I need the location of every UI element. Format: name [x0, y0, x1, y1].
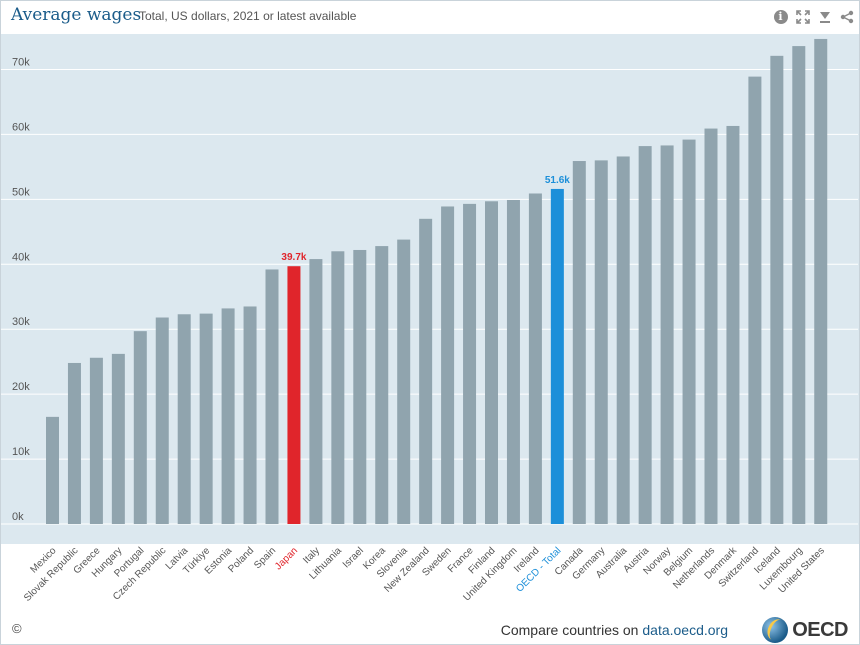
bar — [441, 206, 455, 524]
bar — [89, 357, 103, 524]
oecd-globe-icon — [762, 617, 789, 643]
x-tick-label: Spain — [252, 545, 278, 571]
bar — [309, 259, 323, 524]
oecd-logo[interactable]: OECD — [762, 617, 848, 643]
bar — [682, 139, 696, 524]
y-tick-label: 60k — [12, 121, 30, 133]
y-tick-label: 70k — [12, 56, 30, 68]
bar — [331, 251, 345, 524]
bar — [726, 125, 740, 524]
bar — [155, 317, 169, 524]
bar — [572, 161, 586, 525]
chart-title: Average wages — [11, 5, 142, 25]
chart-subtitle: Total, US dollars, 2021 or latest availa… — [139, 9, 357, 23]
bar — [287, 266, 301, 524]
bar — [528, 193, 542, 525]
bar — [419, 218, 433, 524]
bar — [177, 314, 191, 524]
bar — [485, 201, 498, 525]
bar — [199, 313, 213, 524]
bar — [111, 353, 125, 524]
data-oecd-link[interactable]: data.oecd.org — [642, 622, 728, 638]
compare-countries-text: Compare countries on data.oecd.org — [501, 622, 728, 638]
bar — [46, 416, 59, 524]
bar — [550, 188, 564, 524]
bar — [814, 38, 828, 524]
oecd-logo-text: OECD — [792, 618, 848, 641]
bar — [265, 269, 279, 524]
y-tick-label: 10k — [12, 446, 30, 458]
bar — [375, 246, 389, 524]
bar — [133, 331, 147, 524]
share-icon[interactable] — [839, 9, 854, 24]
bar — [243, 306, 257, 524]
y-tick-label: 40k — [12, 251, 30, 263]
compare-text: Compare countries on — [500, 622, 643, 638]
bar — [704, 128, 718, 524]
bar — [463, 203, 477, 524]
y-tick-label: 20k — [12, 381, 30, 393]
x-tick-label: Israel — [341, 545, 366, 570]
x-tick-label: Japan — [273, 545, 300, 572]
bar — [770, 55, 784, 525]
bar — [594, 160, 608, 524]
data-label: 51.6k — [545, 175, 570, 186]
toolbar: i — [773, 9, 854, 24]
bar — [353, 249, 367, 525]
bar — [638, 146, 652, 524]
copyright-icon[interactable]: © — [12, 621, 22, 636]
y-tick-label: 50k — [12, 186, 30, 198]
bar — [397, 239, 411, 525]
fullscreen-icon[interactable] — [795, 9, 810, 24]
data-label: 39.7k — [281, 252, 306, 263]
y-tick-label: 30k — [12, 316, 30, 328]
info-icon[interactable]: i — [773, 9, 788, 24]
bar — [660, 145, 674, 524]
download-icon[interactable] — [817, 9, 832, 24]
bar — [221, 308, 235, 524]
bar — [67, 362, 81, 524]
bar — [748, 76, 762, 524]
bar — [792, 46, 806, 524]
bar — [616, 156, 630, 524]
y-tick-label: 0k — [12, 511, 24, 523]
bar — [506, 199, 520, 524]
